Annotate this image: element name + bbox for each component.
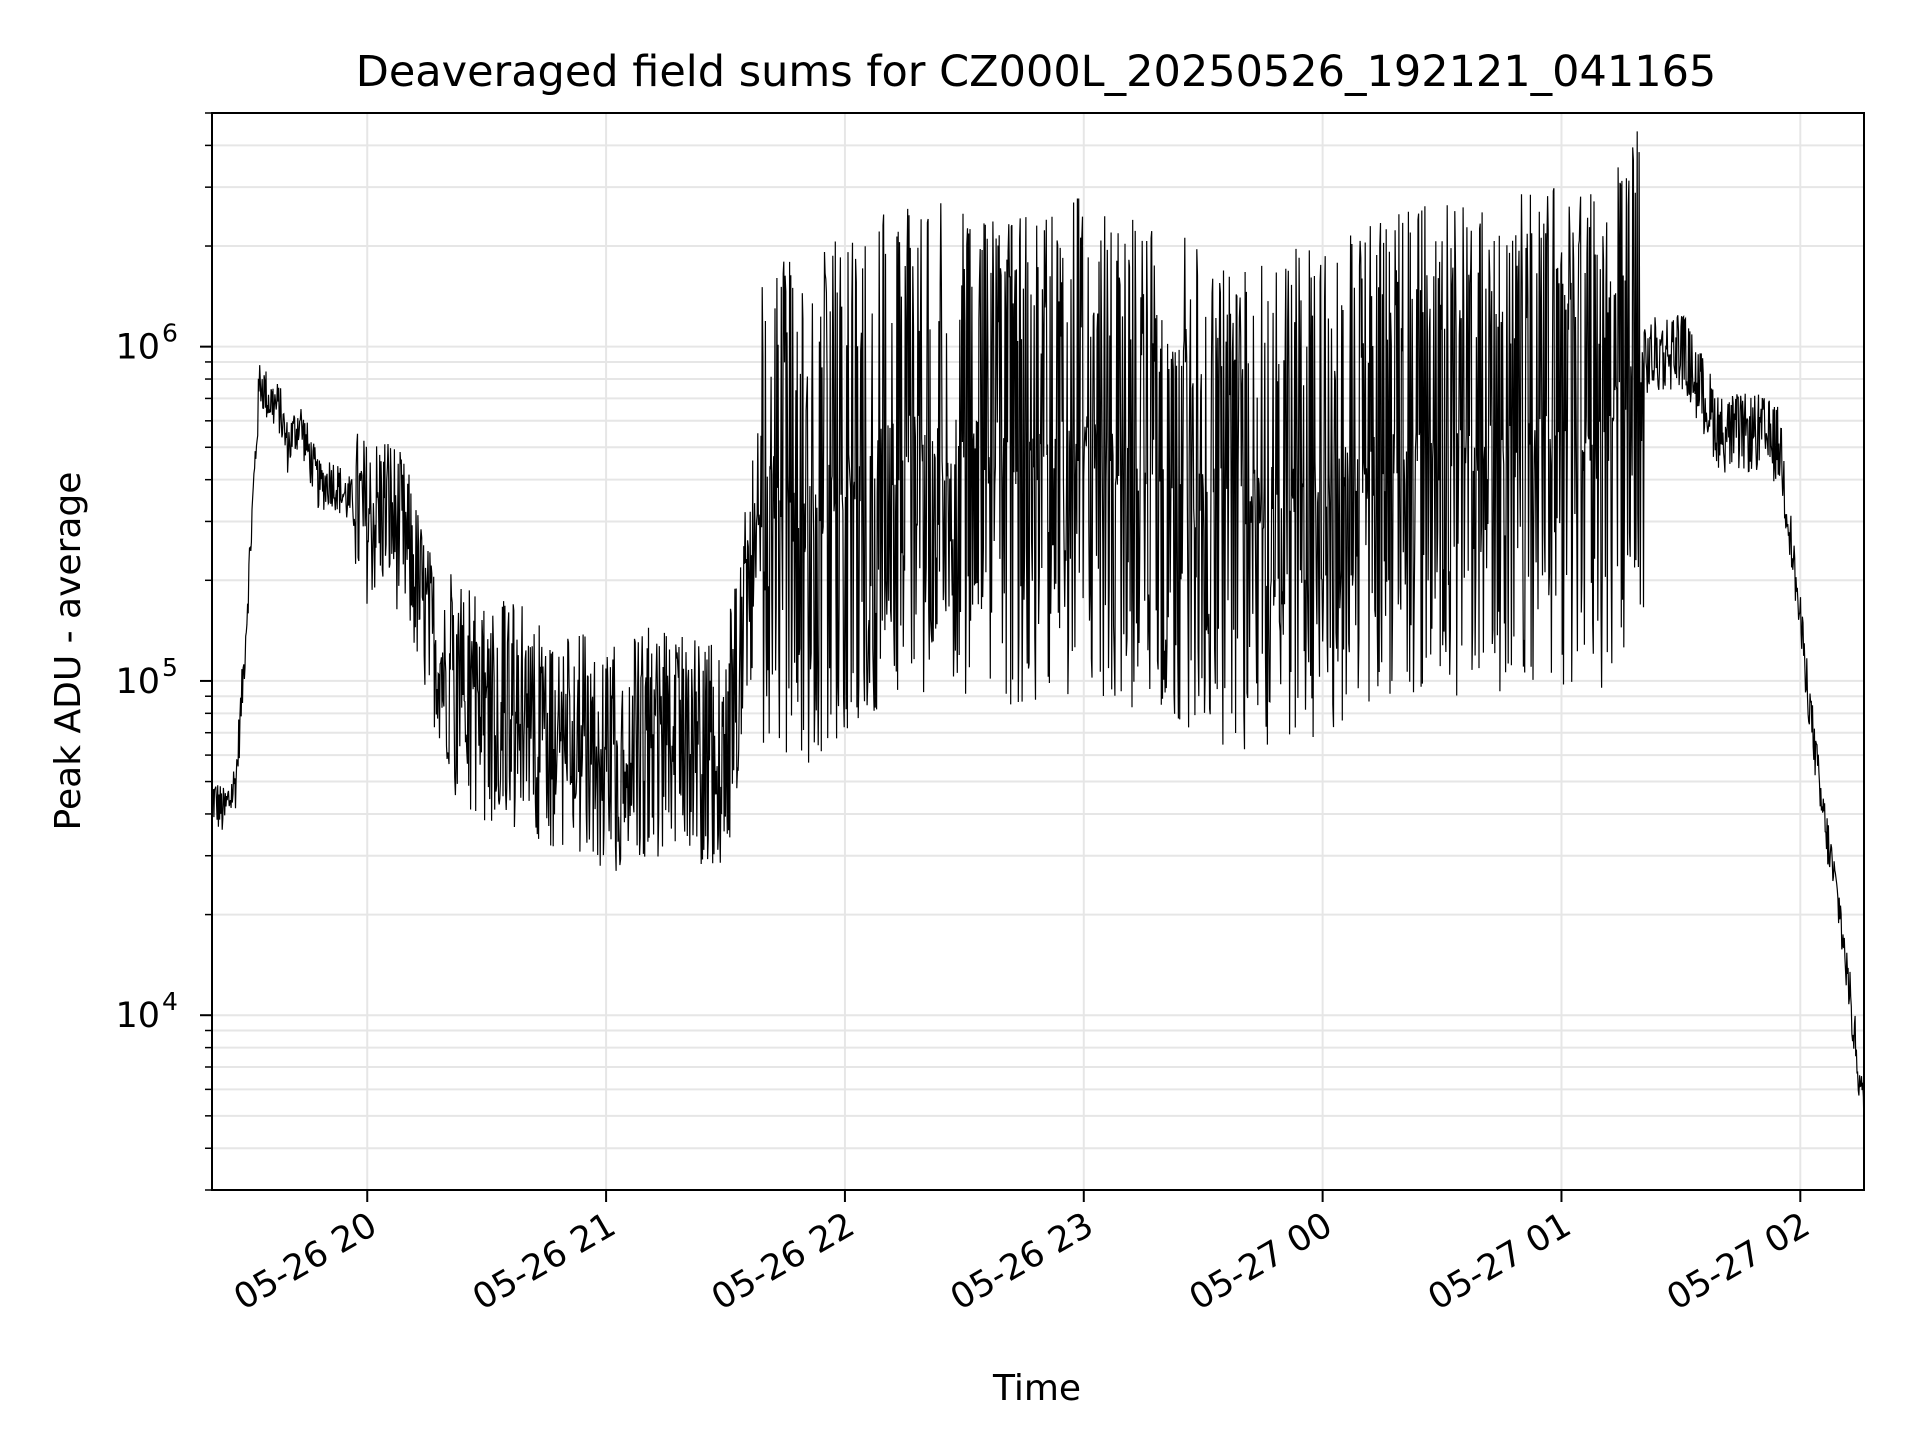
- y-tick-exponent: 5: [162, 653, 178, 682]
- grid-lines: [212, 112, 1864, 1191]
- series-line-0: [211, 131, 1865, 1133]
- x-axis-label: Time: [992, 1368, 1081, 1409]
- y-tick-label: 10: [115, 996, 160, 1036]
- y-tick-label: 10: [115, 662, 160, 702]
- y-tick-exponent: 4: [162, 987, 178, 1016]
- plot-area: [211, 112, 1865, 1191]
- chart-title: Deaveraged field sums for CZ000L_2025052…: [356, 47, 1717, 97]
- series-layer: [211, 131, 1865, 1133]
- y-tick-exponent: 6: [162, 319, 178, 348]
- y-axis-label: Peak ADU - average: [48, 472, 89, 831]
- y-tick-label: 10: [115, 328, 160, 368]
